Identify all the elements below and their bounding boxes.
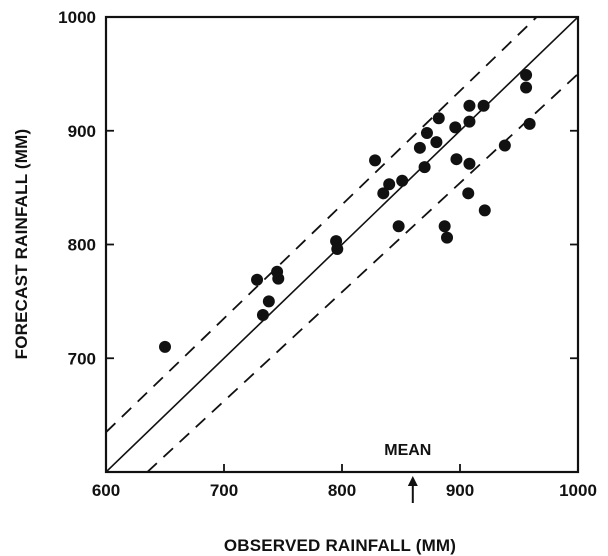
data-point: [369, 154, 382, 167]
axis-ticks: 600 700 800 900 1000 700 800 900 1000: [58, 8, 597, 500]
data-point: [438, 220, 451, 233]
x-tick-label: 800: [328, 481, 356, 500]
x-tick-label: 700: [210, 481, 238, 500]
data-point: [377, 187, 390, 200]
data-point: [413, 141, 426, 154]
data-point: [462, 187, 475, 200]
data-point: [477, 99, 490, 112]
data-point: [450, 153, 463, 166]
mean-arrow-head: [407, 476, 418, 486]
mean-annotation: MEAN: [384, 442, 431, 459]
data-point: [449, 121, 462, 134]
y-tick-label: 900: [68, 122, 96, 141]
data-point: [432, 112, 445, 125]
data-point: [430, 136, 443, 149]
data-point: [463, 115, 476, 128]
data-point: [463, 99, 476, 112]
data-point: [392, 220, 405, 233]
data-point: [159, 340, 171, 353]
data-point: [383, 178, 396, 191]
x-tick-label: 600: [92, 481, 120, 500]
data-point: [418, 161, 431, 174]
x-tick-label: 1000: [559, 481, 597, 500]
data-point: [396, 174, 409, 187]
mean-arrow-icon: [407, 476, 418, 503]
data-point: [498, 139, 511, 152]
data-point: [251, 273, 264, 286]
y-axis-label: FORECAST RAINFALL (MM): [12, 129, 31, 360]
y-tick-label: 800: [68, 236, 96, 255]
x-tick-label: 900: [446, 481, 474, 500]
one-to-one-line: [106, 17, 578, 472]
x-axis-label: OBSERVED RAINFALL (MM): [224, 536, 456, 555]
data-point: [523, 117, 536, 130]
reference-lines: [106, 17, 578, 472]
data-point: [463, 157, 476, 170]
data-point: [331, 243, 344, 256]
y-tick-label: 700: [68, 349, 96, 368]
data-point: [420, 127, 433, 140]
y-tick-label: 1000: [58, 8, 96, 27]
data-point: [272, 272, 285, 285]
data-point: [262, 295, 275, 308]
dashed-bound-line-2: [146, 73, 578, 472]
data-point: [441, 231, 454, 244]
dashed-bound-line-1: [106, 17, 538, 433]
data-point: [256, 309, 269, 322]
data-point: [520, 69, 533, 82]
data-point: [520, 81, 533, 94]
data-points: [159, 69, 536, 353]
data-point: [478, 204, 491, 217]
